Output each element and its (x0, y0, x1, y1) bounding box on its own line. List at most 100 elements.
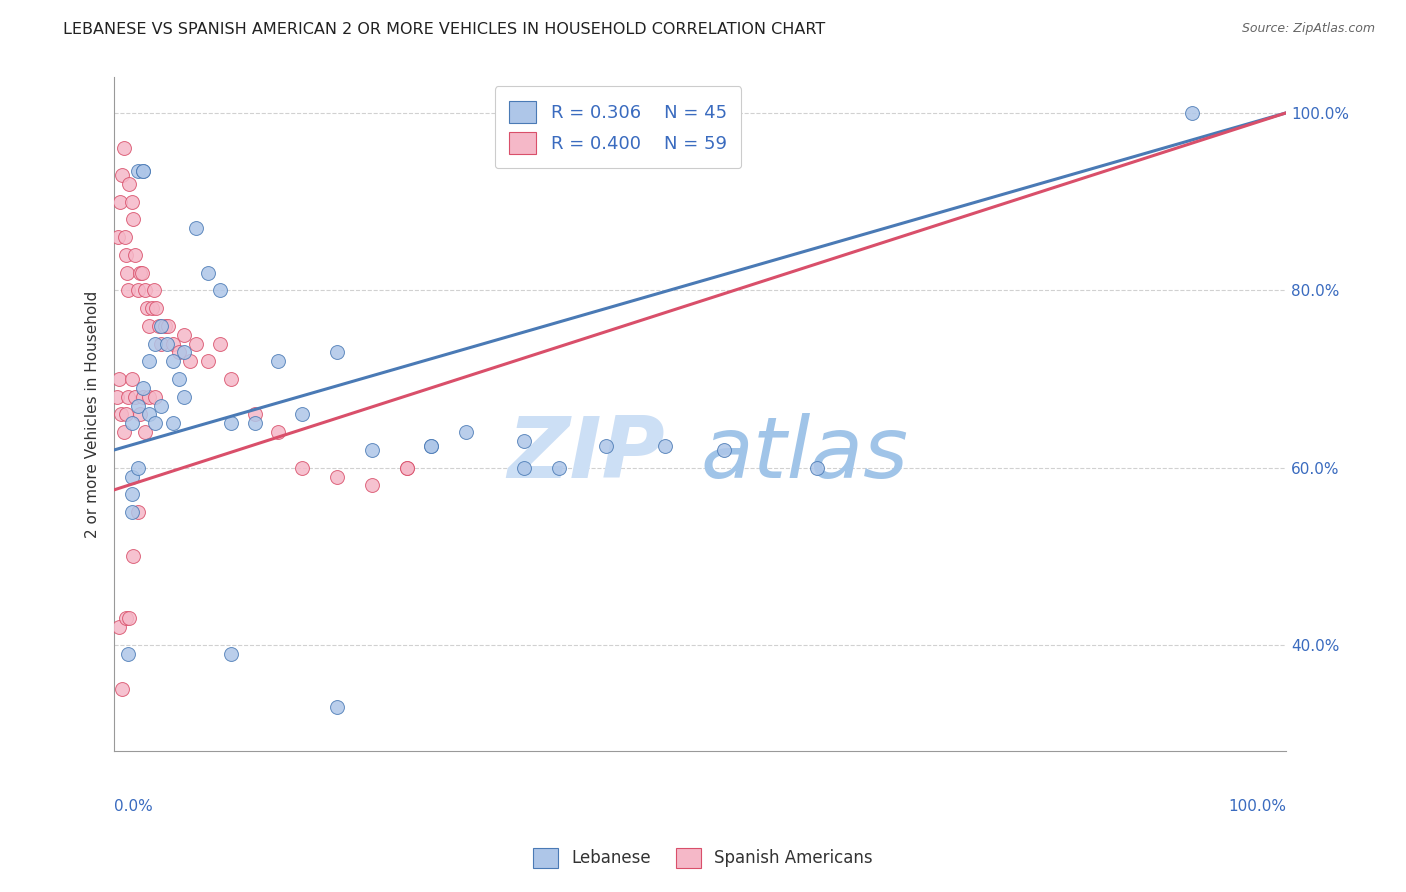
Point (132, 163, 155, 178)
Point (131, 266, 153, 280)
Point (326, 700, 349, 714)
Point (396, 460, 419, 475)
Point (162, 336, 184, 351)
Text: 0.0%: 0.0% (114, 798, 153, 814)
Point (186, 336, 208, 351)
Point (243, 417, 266, 431)
Point (121, 469, 143, 483)
Legend: Lebanese, Spanish Americans: Lebanese, Spanish Americans (526, 841, 880, 875)
Point (208, 283, 231, 297)
Point (132, 163, 155, 178)
Point (197, 354, 219, 368)
Point (806, 460, 828, 475)
Point (396, 460, 419, 475)
Point (112, 425, 135, 440)
Point (150, 318, 173, 333)
Point (513, 460, 536, 475)
Point (112, 141, 135, 155)
Point (132, 381, 155, 395)
Point (138, 318, 160, 333)
Point (156, 336, 179, 351)
Point (124, 390, 146, 404)
Point (513, 434, 536, 448)
Point (267, 354, 290, 368)
Point (118, 611, 141, 625)
Point (167, 372, 190, 386)
Point (143, 417, 166, 431)
Point (107, 230, 129, 244)
Point (138, 354, 160, 368)
Point (134, 425, 156, 440)
Point (243, 408, 266, 422)
Point (129, 408, 152, 422)
Point (127, 399, 149, 413)
Point (121, 372, 143, 386)
Point (326, 345, 349, 359)
Point (267, 425, 290, 440)
Point (150, 399, 173, 413)
Point (141, 301, 163, 315)
Point (132, 390, 155, 404)
Point (143, 336, 166, 351)
Point (111, 682, 134, 697)
Point (208, 336, 231, 351)
Point (115, 611, 138, 625)
Point (654, 438, 676, 452)
Point (167, 345, 190, 359)
Point (117, 283, 139, 297)
Point (419, 438, 441, 452)
Point (291, 408, 314, 422)
Point (148, 318, 170, 333)
Point (221, 372, 243, 386)
Point (291, 460, 314, 475)
Text: Source: ZipAtlas.com: Source: ZipAtlas.com (1241, 22, 1375, 36)
Point (111, 168, 134, 182)
Point (115, 266, 138, 280)
Point (124, 248, 146, 262)
Point (143, 390, 166, 404)
Point (173, 390, 195, 404)
Point (127, 460, 149, 475)
Point (134, 283, 156, 297)
Point (713, 442, 735, 457)
Point (143, 283, 166, 297)
Point (173, 327, 195, 342)
Legend: R = 0.306    N = 45, R = 0.400    N = 59: R = 0.306 N = 45, R = 0.400 N = 59 (495, 87, 741, 169)
Point (105, 390, 128, 404)
Point (114, 230, 136, 244)
Point (122, 212, 145, 227)
Point (326, 469, 349, 483)
Point (197, 266, 219, 280)
Point (108, 194, 131, 209)
Point (361, 442, 384, 457)
Point (117, 647, 139, 661)
Point (173, 345, 195, 359)
Text: atlas: atlas (700, 413, 908, 497)
Point (115, 408, 138, 422)
Point (221, 647, 243, 661)
Point (1181, 106, 1204, 120)
Point (127, 283, 149, 297)
Text: 100.0%: 100.0% (1227, 798, 1286, 814)
Point (361, 478, 384, 492)
Point (138, 408, 160, 422)
Point (129, 266, 152, 280)
Point (186, 221, 208, 235)
Point (150, 336, 173, 351)
Point (121, 487, 143, 501)
Point (138, 390, 160, 404)
Point (595, 438, 617, 452)
Point (145, 301, 167, 315)
Point (121, 505, 143, 519)
Point (121, 194, 143, 209)
Point (162, 417, 184, 431)
Point (127, 505, 149, 519)
Point (110, 408, 132, 422)
Point (117, 390, 139, 404)
Point (108, 620, 131, 634)
Point (122, 549, 145, 564)
Point (108, 372, 131, 386)
Text: ZIP: ZIP (508, 413, 665, 497)
Point (221, 417, 243, 431)
Point (153, 318, 176, 333)
